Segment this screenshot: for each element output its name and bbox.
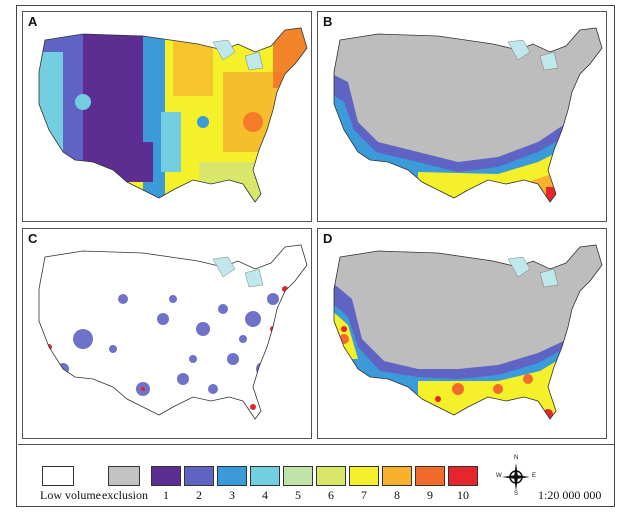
legend-class-3-swatch xyxy=(217,466,247,486)
legend-class-7-label: 7 xyxy=(361,488,367,502)
map-b xyxy=(333,27,603,203)
compass-w: W xyxy=(496,473,502,479)
map-a xyxy=(38,27,308,203)
legend-class-10-swatch xyxy=(448,466,478,486)
panel-letter-a: A xyxy=(28,14,38,29)
compass-rose-icon: N S W E xyxy=(496,455,536,497)
legend-class-5-swatch xyxy=(283,466,313,486)
map-panel-a: A xyxy=(22,11,312,222)
legend-low-volume-swatch xyxy=(42,466,74,486)
legend-class-8-swatch xyxy=(382,466,412,486)
legend-class-8-label: 8 xyxy=(394,488,400,502)
legend-class-9-swatch xyxy=(415,466,445,486)
map-panel-d: D xyxy=(317,228,607,439)
legend-class-1-label: 1 xyxy=(163,488,169,502)
compass-n: N xyxy=(514,455,519,461)
legend-class-2-label: 2 xyxy=(196,488,202,502)
legend-low-volume-label: Low volume xyxy=(40,488,101,502)
legend-exclusion-label: exclusion xyxy=(102,488,148,502)
figure-frame: A xyxy=(16,5,615,507)
legend-class-4-swatch xyxy=(250,466,280,486)
map-c xyxy=(38,244,308,420)
panel-letter-b: B xyxy=(323,14,333,29)
legend-class-6-swatch xyxy=(316,466,346,486)
map-scale-label: 1:20 000 000 xyxy=(538,488,602,502)
map-legend: Low volume exclusion N S W E 1:20 000 00… xyxy=(18,444,614,507)
compass-e: E xyxy=(532,473,537,479)
legend-class-4-label: 4 xyxy=(262,488,268,502)
panel-letter-d: D xyxy=(323,231,333,246)
legend-class-1-swatch xyxy=(151,466,181,486)
legend-class-7-swatch xyxy=(349,466,379,486)
panel-letter-c: C xyxy=(28,231,38,246)
legend-class-6-label: 6 xyxy=(328,488,334,502)
legend-class-9-label: 9 xyxy=(427,488,433,502)
legend-class-3-label: 3 xyxy=(229,488,235,502)
map-panel-b: B xyxy=(317,11,607,222)
map-d xyxy=(333,244,603,420)
legend-class-10-label: 10 xyxy=(457,488,469,502)
legend-class-5-label: 5 xyxy=(295,488,301,502)
legend-exclusion-swatch xyxy=(108,466,140,486)
legend-class-2-swatch xyxy=(184,466,214,486)
map-panel-c: C xyxy=(22,228,312,439)
compass-s: S xyxy=(514,491,519,497)
